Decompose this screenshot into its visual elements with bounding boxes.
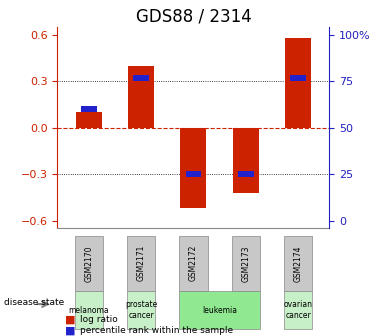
Bar <box>232 128 259 193</box>
FancyBboxPatch shape <box>179 291 260 329</box>
Bar <box>186 171 201 177</box>
Text: GSM2171: GSM2171 <box>137 245 146 282</box>
FancyBboxPatch shape <box>127 291 155 329</box>
Bar <box>238 171 254 177</box>
Text: GSM2174: GSM2174 <box>293 245 303 282</box>
Bar <box>76 112 102 128</box>
FancyBboxPatch shape <box>75 236 103 291</box>
Text: prostate
cancer: prostate cancer <box>125 300 157 320</box>
Text: GSM2173: GSM2173 <box>241 245 250 282</box>
Text: ovarian
cancer: ovarian cancer <box>283 300 313 320</box>
Text: leukemia: leukemia <box>202 306 237 314</box>
Bar <box>128 66 154 128</box>
Text: melanoma: melanoma <box>69 306 109 314</box>
Bar <box>133 75 149 81</box>
Text: percentile rank within the sample: percentile rank within the sample <box>80 327 234 335</box>
Text: GSM2172: GSM2172 <box>189 245 198 282</box>
FancyBboxPatch shape <box>127 236 155 291</box>
FancyBboxPatch shape <box>284 291 312 329</box>
Text: ■: ■ <box>65 314 75 324</box>
FancyBboxPatch shape <box>232 236 260 291</box>
Bar <box>290 75 306 81</box>
Text: ■: ■ <box>65 326 75 336</box>
Title: GDS88 / 2314: GDS88 / 2314 <box>136 7 251 25</box>
Bar <box>180 128 206 208</box>
Text: log ratio: log ratio <box>80 315 118 324</box>
FancyBboxPatch shape <box>75 291 103 329</box>
Text: GSM2170: GSM2170 <box>84 245 93 282</box>
Text: disease state: disease state <box>4 298 64 307</box>
Bar <box>285 38 311 128</box>
Bar <box>81 106 97 112</box>
FancyBboxPatch shape <box>179 236 208 291</box>
FancyBboxPatch shape <box>284 236 312 291</box>
